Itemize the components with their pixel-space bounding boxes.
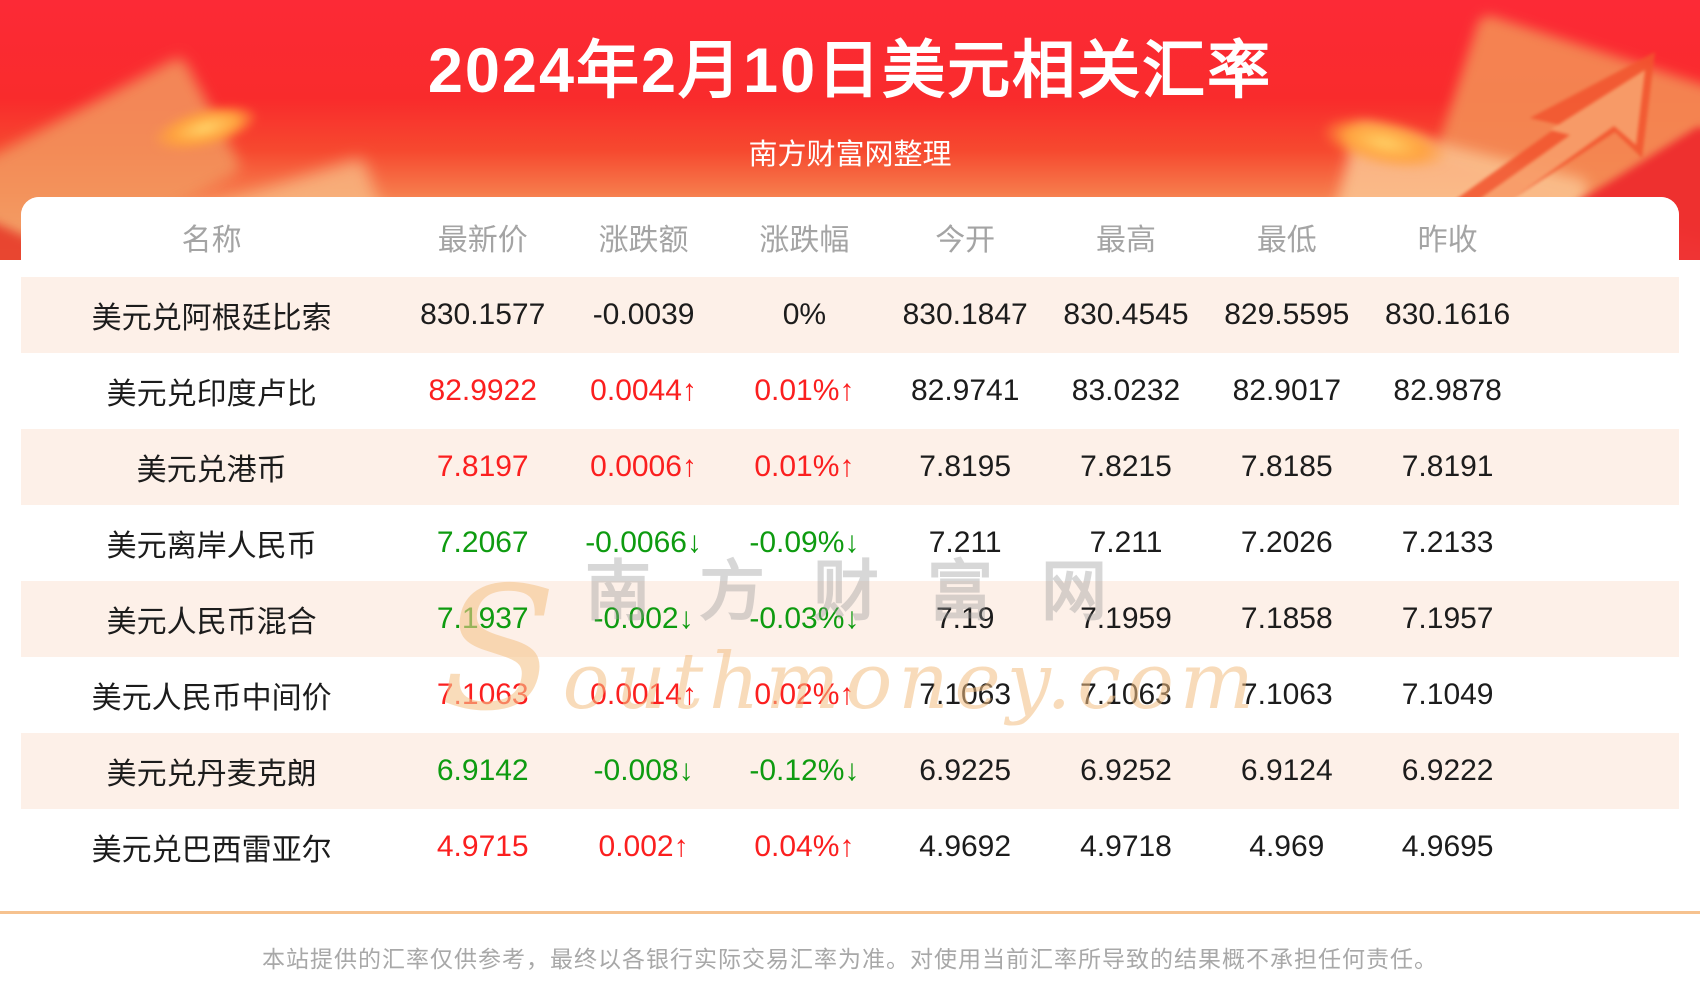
cell-latest: 7.2067 bbox=[436, 526, 529, 559]
cell-prev: 82.9878 bbox=[1393, 374, 1502, 407]
cell-name: 美元兑印度卢比 bbox=[106, 378, 317, 411]
cell-prev: 7.2133 bbox=[1401, 526, 1494, 559]
row-spacer bbox=[1528, 657, 1679, 733]
cell-pct: -0.09%↓ bbox=[749, 526, 860, 559]
cell-change: 0.0014↑ bbox=[590, 678, 697, 711]
table-row: 美元兑丹麦克朗 6.9142 -0.008↓ -0.12%↓ 6.9225 6.9252 6… bbox=[21, 733, 1679, 809]
cell-latest: 6.9142 bbox=[436, 754, 529, 787]
cell-latest: 7.8197 bbox=[436, 450, 529, 483]
column-header: 最低 bbox=[1206, 197, 1368, 277]
cell-name: 美元兑港币 bbox=[136, 454, 287, 487]
cell-pct: 0.01%↑ bbox=[754, 450, 855, 483]
disclaimer-text: 本站提供的汇率仅供参考，最终以各银行实际交易汇率为准。对使用当前汇率所导致的结果… bbox=[262, 946, 1438, 972]
cell-prev: 830.1616 bbox=[1385, 298, 1511, 331]
cell-open: 7.8195 bbox=[919, 450, 1012, 483]
table-row: 美元兑阿根廷比索 830.1577 -0.0039 0% 830.1847 830.454… bbox=[21, 277, 1679, 353]
cell-open: 830.1847 bbox=[902, 298, 1028, 331]
table-row: 美元兑印度卢比 82.9922 0.0044↑ 0.01%↑ 82.9741 83.023… bbox=[21, 353, 1679, 429]
table-row: 美元兑港币 7.8197 0.0006↑ 0.01%↑ 7.8195 7.8215 7.81… bbox=[21, 429, 1679, 505]
column-header: 名称 bbox=[21, 197, 403, 277]
row-spacer bbox=[1528, 581, 1679, 657]
cell-pct: 0.01%↑ bbox=[754, 374, 855, 407]
cell-latest: 82.9922 bbox=[428, 374, 537, 407]
column-header: 最新价 bbox=[402, 197, 564, 277]
cell-change: -0.0039 bbox=[592, 298, 695, 331]
cell-change: 0.002↑ bbox=[598, 830, 689, 863]
cell-high: 7.1063 bbox=[1080, 678, 1172, 711]
cell-open: 7.19 bbox=[935, 602, 995, 635]
page-subtitle: 南方财富网整理 bbox=[748, 139, 952, 171]
cell-low: 7.8185 bbox=[1240, 450, 1333, 483]
cell-name: 美元兑阿根廷比索 bbox=[91, 302, 332, 335]
cell-low: 829.5595 bbox=[1224, 298, 1350, 331]
cell-open: 82.9741 bbox=[910, 374, 1020, 407]
cell-latest: 7.1063 bbox=[436, 678, 529, 711]
cell-low: 6.9124 bbox=[1240, 754, 1333, 787]
row-spacer bbox=[1528, 429, 1679, 505]
cell-name: 美元人民币混合 bbox=[106, 606, 317, 639]
page-title: 2024年2月10日美元相关汇率 bbox=[427, 36, 1273, 106]
row-spacer bbox=[1528, 353, 1679, 429]
cell-change: -0.0066↓ bbox=[585, 526, 702, 559]
cell-prev: 4.9695 bbox=[1401, 830, 1494, 863]
table-header-row: 名称 最新价 涨跌额 涨跌幅 今开 最高 最低 昨收 bbox=[21, 197, 1679, 277]
column-header: 涨跌额 bbox=[563, 197, 724, 277]
row-spacer bbox=[1528, 733, 1679, 809]
cell-name: 美元离岸人民币 bbox=[106, 530, 317, 563]
cell-pct: 0.04%↑ bbox=[754, 830, 855, 863]
cell-low: 7.1858 bbox=[1240, 602, 1333, 635]
cell-high: 4.9718 bbox=[1080, 830, 1172, 863]
cell-open: 7.1063 bbox=[919, 678, 1012, 711]
footer-divider bbox=[0, 911, 1700, 914]
cell-high: 6.9252 bbox=[1080, 754, 1172, 787]
row-spacer bbox=[1528, 277, 1679, 353]
cell-prev: 7.1957 bbox=[1401, 602, 1494, 635]
cell-high: 7.211 bbox=[1089, 526, 1163, 559]
header-spacer bbox=[1528, 197, 1679, 277]
table-row: 美元兑巴西雷亚尔 4.9715 0.002↑ 0.04%↑ 4.9692 4.9718 4.… bbox=[21, 809, 1679, 885]
column-header: 昨收 bbox=[1367, 197, 1529, 277]
column-header: 今开 bbox=[884, 197, 1046, 277]
cell-change: 0.0044↑ bbox=[590, 374, 697, 407]
cell-name: 美元人民币中间价 bbox=[91, 682, 332, 715]
exchange-rate-table: 名称 最新价 涨跌额 涨跌幅 今开 最高 最低 昨收 美元兑阿根廷比索 830.1577 -0.0… bbox=[21, 197, 1679, 885]
cell-latest: 7.1937 bbox=[436, 602, 529, 635]
cell-prev: 6.9222 bbox=[1401, 754, 1494, 787]
row-spacer bbox=[1528, 809, 1679, 885]
cell-prev: 7.1049 bbox=[1401, 678, 1494, 711]
table-row: 美元人民币混合 7.1937 -0.002↓ -0.03%↓ 7.19 7.1959 7.1… bbox=[21, 581, 1679, 657]
cell-low: 7.2026 bbox=[1240, 526, 1333, 559]
cell-change: -0.002↓ bbox=[593, 602, 694, 635]
cell-name: 美元兑巴西雷亚尔 bbox=[91, 834, 332, 867]
cell-low: 82.9017 bbox=[1232, 374, 1342, 407]
exchange-rate-table-card: 名称 最新价 涨跌额 涨跌幅 今开 最高 最低 昨收 美元兑阿根廷比索 830.1577 -0.0… bbox=[21, 197, 1679, 885]
table-row: 美元离岸人民币 7.2067 -0.0066↓ -0.09%↓ 7.211 7.211 7.… bbox=[21, 505, 1679, 581]
cell-pct: -0.03%↓ bbox=[749, 602, 860, 635]
cell-open: 7.211 bbox=[928, 526, 1002, 559]
table-row: 美元人民币中间价 7.1063 0.0014↑ 0.02%↑ 7.1063 7.1063 7… bbox=[21, 657, 1679, 733]
cell-pct: 0.02%↑ bbox=[754, 678, 855, 711]
cell-pct: -0.12%↓ bbox=[749, 754, 860, 787]
cell-prev: 7.8191 bbox=[1401, 450, 1494, 483]
cell-change: 0.0006↑ bbox=[590, 450, 697, 483]
row-spacer bbox=[1528, 505, 1679, 581]
cell-high: 7.8215 bbox=[1080, 450, 1172, 483]
column-header: 最高 bbox=[1045, 197, 1207, 277]
cell-high: 83.0232 bbox=[1071, 374, 1181, 407]
cell-pct: 0% bbox=[782, 298, 827, 331]
cell-low: 7.1063 bbox=[1240, 678, 1333, 711]
cell-high: 830.4545 bbox=[1063, 298, 1189, 331]
cell-change: -0.008↓ bbox=[593, 754, 694, 787]
cell-low: 4.969 bbox=[1249, 830, 1325, 863]
cell-latest: 830.1577 bbox=[420, 298, 546, 331]
cell-open: 6.9225 bbox=[919, 754, 1012, 787]
column-header: 涨跌幅 bbox=[723, 197, 885, 277]
cell-open: 4.9692 bbox=[919, 830, 1012, 863]
cell-name: 美元兑丹麦克朗 bbox=[106, 758, 317, 791]
cell-high: 7.1959 bbox=[1080, 602, 1172, 635]
cell-latest: 4.9715 bbox=[436, 830, 529, 863]
